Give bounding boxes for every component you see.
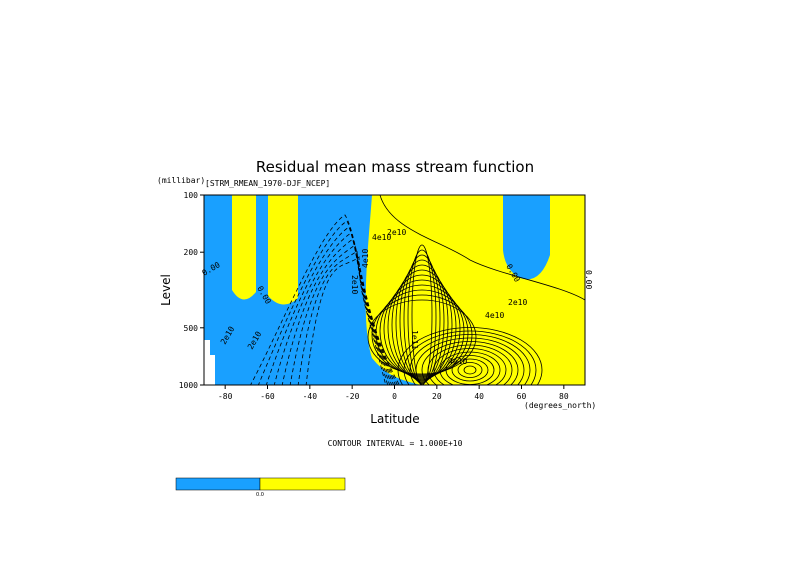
contour-line — [273, 232, 395, 385]
x-tick-label: 40 — [474, 392, 484, 401]
contour-label: 4e10 — [372, 233, 391, 242]
contour-line — [409, 334, 531, 385]
colorbar-positive — [259, 477, 346, 491]
x-tick-label: 60 — [517, 392, 527, 401]
contour-line — [289, 244, 391, 385]
contour-line — [257, 220, 398, 385]
x-tick-label: -80 — [218, 392, 233, 401]
plot-area — [203, 194, 586, 386]
y-tick-label: 1000 — [179, 381, 198, 390]
contour-line — [265, 226, 396, 385]
contour-line — [399, 259, 445, 383]
y-tick-label: 200 — [184, 248, 199, 257]
colorbar-negative — [175, 477, 261, 491]
contour-line — [403, 254, 441, 384]
contour-line — [451, 358, 489, 382]
missing-region — [204, 340, 215, 385]
contour-label: 4e10 — [448, 357, 467, 366]
contour-line — [281, 238, 393, 385]
contour-line — [421, 341, 519, 385]
y-unit: (millibar) — [157, 176, 205, 185]
x-tick-label: -40 — [303, 392, 318, 401]
contour-line — [379, 195, 585, 301]
contour-line — [463, 365, 477, 375]
contour-line — [415, 337, 525, 385]
contour-line — [403, 330, 537, 385]
contour-line — [371, 294, 473, 376]
x-tick-label: 20 — [432, 392, 442, 401]
contour-line — [367, 299, 477, 375]
x-tick-label: 80 — [559, 392, 569, 401]
contour-interval: CONTOUR INTERVAL = 1.000E+10 — [328, 439, 463, 448]
x-unit: (degrees_north) — [524, 401, 596, 410]
colorbar-label: 0.0 — [256, 492, 264, 498]
contour-line — [407, 249, 437, 385]
contour-line — [383, 279, 461, 379]
contour-line — [411, 244, 433, 385]
chart-title: Residual mean mass stream function — [256, 158, 534, 176]
contour-label: 2e10 — [508, 298, 527, 307]
contour-line — [397, 327, 543, 385]
y-tick-label: 100 — [184, 191, 199, 200]
y-axis-label: Level — [159, 274, 173, 306]
contour-label: 4e10 — [361, 249, 370, 268]
x-axis-label: Latitude — [370, 412, 419, 426]
contour-line — [387, 274, 457, 380]
x-tick-label: 0 — [392, 392, 397, 401]
field — [204, 195, 585, 385]
x-tick-label: -20 — [345, 392, 360, 401]
contour-label: 1e11 — [410, 330, 419, 349]
contour-label: 0.00 — [584, 270, 593, 289]
contour-line — [433, 348, 507, 385]
contour-line — [439, 351, 501, 385]
chart-subtitle: [STRM_RMEAN_1970-DJF_NCEP] — [205, 179, 330, 188]
contour-line — [457, 362, 483, 378]
contour-line — [395, 264, 449, 382]
contour-label: 2e10 — [350, 275, 359, 294]
contour-line — [250, 214, 400, 385]
contour-line — [375, 289, 469, 377]
contour-line — [427, 344, 513, 385]
contour-line — [391, 269, 453, 381]
y-tick-label: 500 — [184, 324, 199, 333]
x-tick-label: -60 — [260, 392, 275, 401]
negative-region — [503, 195, 550, 280]
contour-label: 2e10 — [387, 228, 406, 237]
contour-label: 4e10 — [485, 311, 504, 320]
